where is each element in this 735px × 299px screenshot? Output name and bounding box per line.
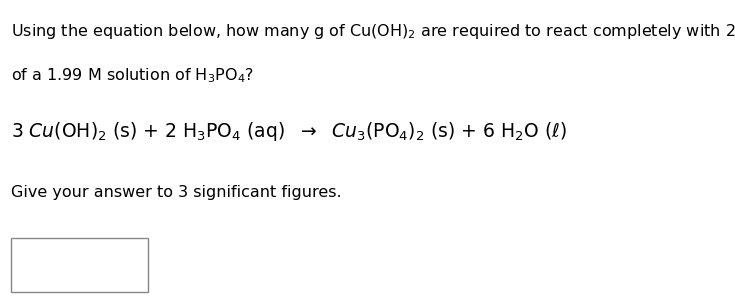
Text: 3 $Cu$(OH)$_2$ (s) + 2 H$_3$PO$_4$ (aq)  $\rightarrow$  $Cu_3$(PO$_4$)$_2$ (s) +: 3 $Cu$(OH)$_2$ (s) + 2 H$_3$PO$_4$ (aq) … [10, 120, 567, 143]
Text: Using the equation below, how many g of Cu(OH)$_2$ are required to react complet: Using the equation below, how many g of … [10, 22, 735, 41]
Text: of a 1.99 M solution of H$_3$PO$_4$?: of a 1.99 M solution of H$_3$PO$_4$? [10, 67, 254, 85]
Text: Give your answer to 3 significant figures.: Give your answer to 3 significant figure… [10, 185, 341, 200]
FancyBboxPatch shape [10, 238, 148, 292]
